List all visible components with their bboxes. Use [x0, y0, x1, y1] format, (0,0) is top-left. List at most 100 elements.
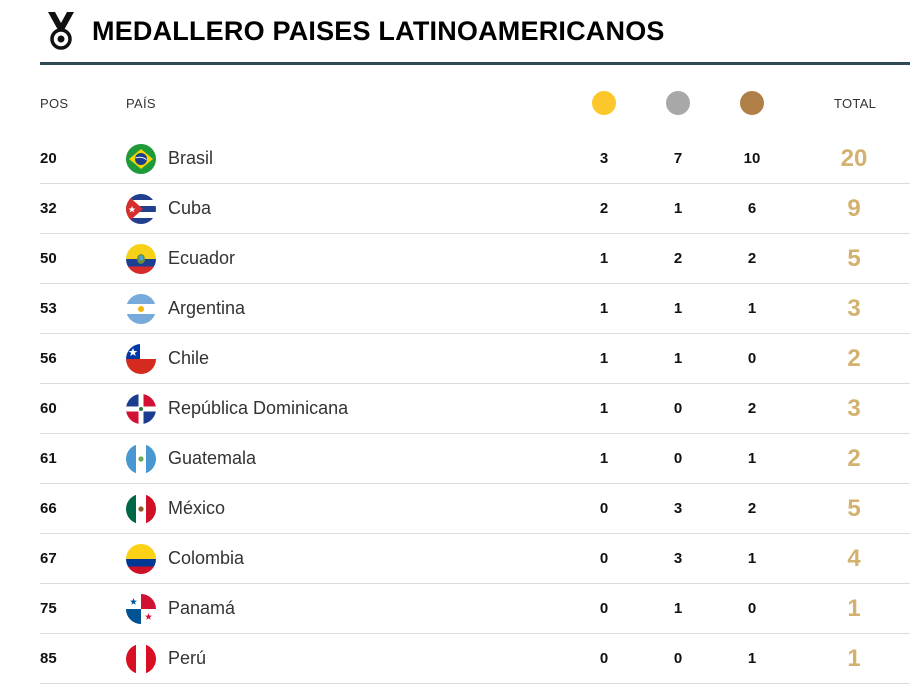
total-count: 3 — [847, 295, 861, 322]
column-header-total: TOTAL — [834, 96, 877, 111]
country-name: Cuba — [168, 198, 212, 218]
guatemala-flag-icon — [126, 444, 156, 474]
table-row: 67 Colombia 0 3 1 4 — [40, 534, 910, 584]
country-name: Argentina — [168, 298, 246, 318]
medal-icon — [48, 12, 74, 50]
bronze-count: 2 — [747, 250, 757, 267]
ecuador-flag-icon — [126, 244, 156, 274]
bronze-count: 1 — [747, 300, 757, 317]
total-count: 4 — [847, 545, 861, 572]
country-name: República Dominicana — [168, 398, 349, 418]
bronze-medal-icon — [740, 91, 764, 115]
position-cell: 56 — [40, 350, 57, 367]
silver-count: 1 — [673, 350, 683, 367]
bronze-count: 1 — [747, 450, 757, 467]
position-cell: 67 — [40, 550, 57, 567]
gold-count: 1 — [599, 350, 609, 367]
mexico-flag-icon — [126, 494, 156, 524]
table-header-row: POS PAÍS TOTAL — [40, 68, 910, 134]
gold-count: 1 — [599, 450, 609, 467]
silver-count: 3 — [673, 500, 683, 517]
bronze-count: 0 — [747, 350, 757, 367]
silver-count: 0 — [673, 650, 683, 667]
header-divider — [40, 62, 910, 65]
total-count: 20 — [840, 145, 868, 172]
gold-count: 1 — [599, 400, 609, 417]
column-header-pais: PAÍS — [126, 96, 156, 111]
gold-count: 3 — [599, 150, 609, 167]
chile-flag-icon — [126, 344, 156, 374]
position-cell: 61 — [40, 450, 57, 467]
dominican-republic-flag-icon — [126, 394, 156, 424]
silver-count: 1 — [673, 600, 683, 617]
bronze-count: 2 — [747, 500, 757, 517]
position-cell: 75 — [40, 600, 57, 617]
silver-count: 0 — [673, 400, 683, 417]
country-name: México — [168, 498, 226, 518]
table-row: 20 Brasil 3 7 10 20 — [40, 134, 910, 184]
page-title: MEDALLERO PAISES LATINOAMERICANOS — [92, 16, 665, 46]
table-row: 56 Chile 1 1 0 2 — [40, 334, 910, 384]
bronze-count: 2 — [747, 400, 757, 417]
page-header: MEDALLERO PAISES LATINOAMERICANOS — [40, 0, 910, 66]
bronze-count: 6 — [747, 200, 757, 217]
table-row: 85 Perú 0 0 1 1 — [40, 634, 910, 684]
table-row: 50 Ecuador 1 2 2 5 — [40, 234, 910, 284]
position-cell: 66 — [40, 500, 57, 517]
total-count: 2 — [847, 445, 861, 472]
cuba-flag-icon — [126, 194, 156, 224]
bronze-count: 10 — [743, 150, 761, 167]
bronze-count: 1 — [747, 650, 757, 667]
total-count: 5 — [847, 495, 861, 522]
gold-count: 1 — [599, 250, 609, 267]
total-count: 1 — [847, 645, 861, 672]
table-row: 32 Cuba 2 1 6 9 — [40, 184, 910, 234]
gold-count: 0 — [599, 600, 609, 617]
position-cell: 32 — [40, 200, 57, 217]
panama-flag-icon — [126, 594, 156, 624]
table-row: 75 Panamá 0 1 0 1 — [40, 584, 910, 634]
total-count: 2 — [847, 345, 861, 372]
medal-table: POS PAÍS TOTAL 20 Brasil 3 7 10 20 32 Cuba 2 1 6 9 5… — [40, 68, 910, 684]
country-name: Brasil — [168, 148, 214, 168]
silver-count: 2 — [673, 250, 683, 267]
peru-flag-icon — [126, 644, 156, 674]
colombia-flag-icon — [126, 544, 156, 574]
silver-count: 3 — [673, 550, 683, 567]
brazil-flag-icon — [126, 144, 156, 174]
gold-count: 1 — [599, 300, 609, 317]
country-name: Colombia — [168, 548, 245, 568]
gold-count: 0 — [599, 650, 609, 667]
position-cell: 53 — [40, 300, 57, 317]
total-count: 5 — [847, 245, 861, 272]
position-cell: 60 — [40, 400, 57, 417]
bronze-count: 1 — [747, 550, 757, 567]
gold-count: 0 — [599, 550, 609, 567]
table-row: 66 México 0 3 2 5 — [40, 484, 910, 534]
bronze-count: 0 — [747, 600, 757, 617]
position-cell: 20 — [40, 150, 57, 167]
position-cell: 85 — [40, 650, 57, 667]
table-row: 53 Argentina 1 1 1 3 — [40, 284, 910, 334]
silver-count: 1 — [673, 300, 683, 317]
table-row: 61 Guatemala 1 0 1 2 — [40, 434, 910, 484]
total-count: 1 — [847, 595, 861, 622]
gold-medal-icon — [592, 91, 616, 115]
country-name: Panamá — [168, 598, 236, 618]
table-row: 60 República Dominicana 1 0 2 3 — [40, 384, 910, 434]
silver-count: 7 — [673, 150, 683, 167]
country-name: Guatemala — [168, 448, 257, 468]
country-name: Ecuador — [168, 248, 236, 268]
total-count: 3 — [847, 395, 861, 422]
silver-count: 0 — [673, 450, 683, 467]
argentina-flag-icon — [126, 294, 156, 324]
silver-count: 1 — [673, 200, 683, 217]
gold-count: 2 — [599, 200, 609, 217]
position-cell: 50 — [40, 250, 57, 267]
silver-medal-icon — [666, 91, 690, 115]
total-count: 9 — [847, 195, 861, 222]
column-header-pos: POS — [40, 96, 69, 111]
country-name: Chile — [168, 348, 210, 368]
gold-count: 0 — [599, 500, 609, 517]
country-name: Perú — [168, 648, 207, 668]
